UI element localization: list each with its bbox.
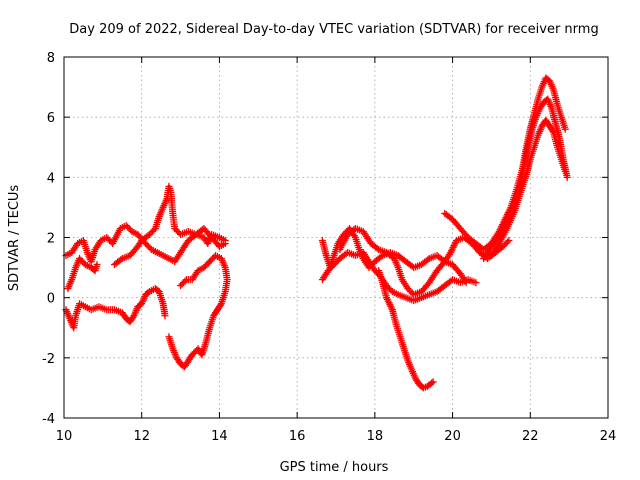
data-point xyxy=(150,226,158,234)
y-tick-label: 6 xyxy=(47,111,55,126)
series-track-3 xyxy=(111,182,229,269)
data-point xyxy=(216,301,224,309)
data-point xyxy=(561,125,569,133)
data-point xyxy=(428,379,436,387)
x-tick-label: 24 xyxy=(600,429,617,444)
y-tick-label: 8 xyxy=(47,51,55,66)
y-axis-label: SDTVAR / TECUs xyxy=(7,185,22,292)
series-track-2 xyxy=(64,255,101,293)
chart-title: Day 209 of 2022, Sidereal Day-to-day VTE… xyxy=(69,22,598,37)
data-point xyxy=(472,279,480,287)
series-track-9 xyxy=(375,267,437,392)
data-points xyxy=(62,74,571,392)
x-tick-label: 20 xyxy=(444,429,461,444)
data-point xyxy=(549,127,557,135)
x-axis-label: GPS time / hours xyxy=(280,460,389,475)
x-tick-label: 10 xyxy=(56,429,73,444)
x-tick-label: 16 xyxy=(289,429,306,444)
y-tick-label: 0 xyxy=(47,292,55,307)
data-point xyxy=(462,279,470,287)
series-track-5 xyxy=(165,252,231,371)
data-point xyxy=(161,312,169,320)
y-tick-label: -2 xyxy=(42,352,55,367)
data-point xyxy=(505,237,513,245)
series-track-4 xyxy=(62,285,169,332)
data-point xyxy=(177,282,185,290)
y-tick-label: 4 xyxy=(47,171,55,186)
data-point xyxy=(93,261,101,269)
data-point xyxy=(503,238,511,246)
data-point xyxy=(563,173,571,181)
x-tick-label: 18 xyxy=(367,429,384,444)
x-tick-label: 14 xyxy=(211,429,228,444)
data-point xyxy=(429,378,437,386)
y-tick-label: -4 xyxy=(42,412,55,427)
y-tick-label: 2 xyxy=(47,232,55,247)
data-point xyxy=(561,167,569,175)
data-point xyxy=(178,280,186,288)
data-point xyxy=(221,237,229,245)
series-track-12 xyxy=(487,116,569,260)
x-tick-label: 12 xyxy=(133,429,150,444)
series-track-8 xyxy=(336,224,470,299)
x-tick-label: 22 xyxy=(522,429,539,444)
